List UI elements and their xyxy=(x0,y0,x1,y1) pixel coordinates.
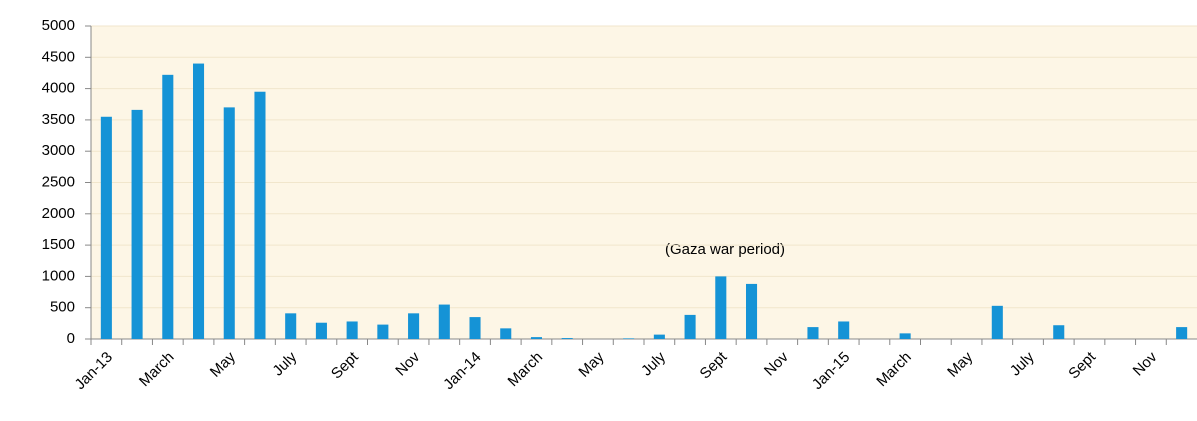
bar xyxy=(561,338,573,339)
bar xyxy=(346,321,358,339)
y-tick-label: 4500 xyxy=(42,48,75,65)
x-tick-label: May xyxy=(944,348,976,380)
bar xyxy=(838,321,850,339)
x-tick-label: Sept xyxy=(1065,348,1099,382)
bar xyxy=(315,322,327,339)
y-tick-label: 5000 xyxy=(42,17,75,34)
bar xyxy=(684,314,696,339)
bar xyxy=(715,276,727,339)
x-tick-label: Sept xyxy=(328,348,362,382)
bar xyxy=(223,107,235,339)
y-tick-label: 0 xyxy=(67,330,75,347)
bar xyxy=(899,333,911,339)
x-tick-label: May xyxy=(575,348,607,380)
bar xyxy=(408,313,420,339)
y-tick-label: 2000 xyxy=(42,205,75,222)
x-tick-label: July xyxy=(1007,348,1038,379)
x-tick-label: Sept xyxy=(697,348,731,382)
x-tick-label: Jan-13 xyxy=(72,349,116,393)
y-tick-label: 1500 xyxy=(42,236,75,253)
bar xyxy=(653,334,665,339)
bar xyxy=(162,74,174,339)
y-tick-label: 1000 xyxy=(42,267,75,284)
x-tick-label: March xyxy=(136,349,177,390)
bar xyxy=(285,313,297,339)
x-tick-label: March xyxy=(505,349,546,390)
x-tick-label: Nov xyxy=(761,348,792,379)
bar xyxy=(438,304,450,339)
bar xyxy=(1176,327,1188,339)
bar xyxy=(623,338,635,339)
bar xyxy=(1053,325,1065,339)
bar xyxy=(469,317,481,339)
bar xyxy=(991,305,1003,339)
x-tick-label: Jan-14 xyxy=(440,349,484,393)
y-tick-label: 2500 xyxy=(42,173,75,190)
bar xyxy=(254,91,266,339)
x-tick-label: Nov xyxy=(1130,348,1161,379)
bar xyxy=(807,327,819,339)
bar xyxy=(745,283,758,339)
y-tick-label: 3000 xyxy=(42,142,75,159)
bar xyxy=(500,328,512,339)
x-tick-label: March xyxy=(873,349,914,390)
x-tick-label: Nov xyxy=(392,348,423,379)
y-tick-label: 4000 xyxy=(42,80,75,97)
annotation: (Gaza war period) xyxy=(665,241,785,258)
x-tick-label: May xyxy=(207,348,239,380)
x-tick-label: Jan-15 xyxy=(809,349,853,393)
bar xyxy=(131,109,143,339)
bar xyxy=(100,116,112,340)
x-tick-label: July xyxy=(638,348,669,379)
y-tick-label: 500 xyxy=(50,299,75,316)
x-tick-label: July xyxy=(269,348,300,379)
bar xyxy=(192,63,205,340)
y-tick-label: 3500 xyxy=(42,111,75,128)
bar xyxy=(530,337,543,339)
bar xyxy=(377,324,389,339)
